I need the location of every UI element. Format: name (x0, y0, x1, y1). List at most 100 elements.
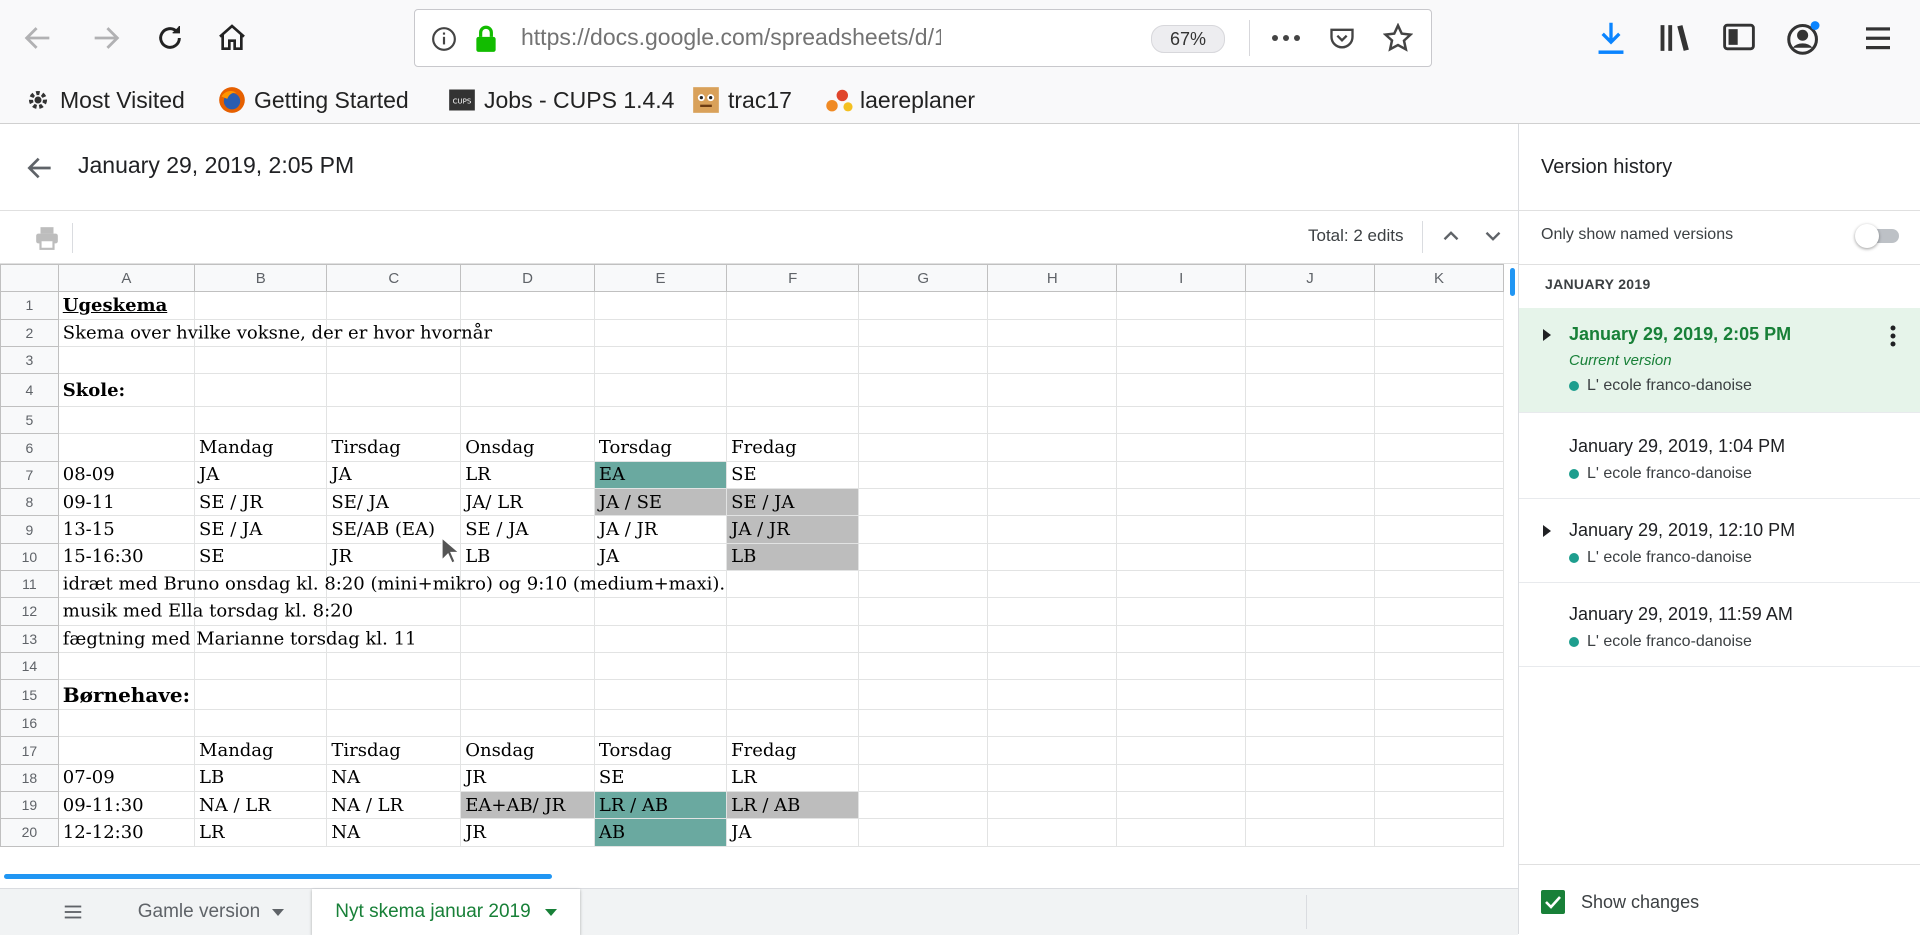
zoom-level-badge[interactable]: 67% (1151, 25, 1225, 53)
cell[interactable] (460, 679, 595, 711)
cell[interactable] (1116, 736, 1247, 765)
cell[interactable] (1116, 651, 1247, 681)
cell-a11[interactable]: idræt med Bruno onsdag kl. 8:20 (mini+mi… (57, 569, 725, 599)
cell[interactable] (1245, 763, 1375, 793)
cell[interactable] (460, 406, 595, 435)
cell[interactable] (326, 291, 462, 320)
cell[interactable] (987, 679, 1118, 711)
cell[interactable] (326, 373, 462, 408)
cell[interactable] (1245, 460, 1375, 490)
cell[interactable] (858, 542, 989, 571)
cell[interactable] (594, 569, 728, 599)
pocket-icon[interactable] (1327, 24, 1357, 57)
column-header[interactable]: J (1245, 264, 1375, 293)
cell[interactable]: JA (593, 542, 728, 571)
cell-a2[interactable]: Skema over hvilke voksne, der er hvor hv… (57, 318, 492, 347)
column-header[interactable]: K (1373, 264, 1504, 293)
cell[interactable] (593, 345, 728, 375)
previous-edit-icon[interactable] (1438, 223, 1464, 254)
cell[interactable]: NA / LR (194, 791, 328, 820)
version-item-current[interactable]: January 29, 2019, 2:05 PM Current versio… (1519, 308, 1920, 413)
cell[interactable] (194, 406, 328, 435)
row-header[interactable]: 20 (0, 818, 59, 847)
cell[interactable] (1116, 569, 1247, 599)
cell[interactable] (1245, 791, 1375, 820)
cell[interactable] (326, 709, 462, 738)
cell[interactable] (726, 597, 860, 626)
cell[interactable] (726, 624, 860, 653)
horizontal-scrollbar[interactable] (4, 874, 552, 879)
cell-changed[interactable]: LR / AB (593, 791, 728, 820)
cell[interactable]: Torsdag (593, 433, 728, 462)
cell[interactable] (593, 651, 728, 681)
column-header[interactable]: A (57, 264, 196, 293)
cell[interactable] (57, 651, 196, 681)
cell[interactable] (194, 291, 328, 320)
cell[interactable] (1116, 542, 1247, 571)
cell[interactable]: SE / JR (194, 488, 328, 517)
cell[interactable]: Fredag (726, 736, 860, 765)
row-header[interactable]: 8 (0, 488, 59, 517)
cell[interactable] (1245, 736, 1375, 765)
cell[interactable]: Tirsdag (326, 433, 462, 462)
column-header[interactable]: E (593, 264, 728, 293)
cell[interactable] (1116, 318, 1247, 347)
bookmark-getting-started[interactable]: Getting Started (218, 83, 409, 117)
cell[interactable]: JR (326, 542, 462, 571)
cell[interactable] (987, 791, 1118, 820)
cell[interactable]: JA (726, 818, 860, 847)
cell[interactable] (1245, 624, 1375, 653)
cell-a1[interactable]: Ugeskema (57, 291, 196, 320)
bookmark-cups-jobs[interactable]: CUPS Jobs - CUPS 1.4.4 (448, 83, 674, 117)
cell[interactable] (194, 345, 328, 375)
cell[interactable] (858, 818, 989, 847)
row-header[interactable]: 10 (0, 542, 59, 571)
cell[interactable] (1373, 818, 1504, 847)
row-header[interactable]: 11 (0, 569, 59, 599)
row-header[interactable]: 5 (0, 406, 59, 435)
cell[interactable]: LB (194, 763, 328, 793)
cell[interactable] (593, 597, 728, 626)
cell[interactable] (593, 373, 728, 408)
cell-shaded[interactable]: SE / JA (726, 488, 860, 517)
cell[interactable]: 15-16:30 (57, 542, 196, 571)
cell-a12[interactable]: musik med Ella torsdag kl. 8:20 (57, 597, 353, 626)
cell[interactable]: JA/ LR (460, 488, 595, 517)
cell[interactable] (987, 818, 1118, 847)
url-text[interactable]: https://docs.google.com/spreadsheets/d/1… (521, 24, 941, 50)
cell[interactable] (1116, 818, 1247, 847)
cell-shaded[interactable]: EA+AB/ JR (460, 791, 595, 820)
cell[interactable]: 13-15 (57, 515, 196, 544)
cell-changed[interactable]: AB (593, 818, 728, 847)
row-header[interactable]: 12 (0, 597, 59, 626)
cell[interactable] (1245, 433, 1375, 462)
print-icon[interactable] (34, 225, 60, 256)
cell[interactable]: Mandag (194, 736, 328, 765)
cell[interactable]: SE/AB (EA) (326, 515, 462, 544)
cell[interactable]: 08-09 (57, 460, 196, 490)
bookmark-trac17[interactable]: trac17 (692, 83, 792, 117)
cell[interactable] (1373, 597, 1504, 626)
reload-icon[interactable] (150, 18, 190, 58)
cell[interactable] (1245, 373, 1375, 408)
cell[interactable]: JA (326, 460, 462, 490)
column-header[interactable]: C (326, 264, 462, 293)
cell[interactable] (593, 406, 728, 435)
account-icon[interactable] (1786, 20, 1822, 61)
cell[interactable] (1116, 709, 1247, 738)
cell[interactable] (726, 373, 860, 408)
cell[interactable] (57, 406, 196, 435)
cell-a15[interactable]: Børnehave: (57, 679, 196, 711)
cell-changed[interactable]: EA (593, 460, 728, 490)
page-actions-icon[interactable] (1269, 26, 1303, 55)
cell[interactable] (194, 373, 328, 408)
cell[interactable] (987, 433, 1118, 462)
row-header[interactable]: 17 (0, 736, 59, 765)
cell[interactable] (726, 569, 860, 599)
cell[interactable] (987, 373, 1118, 408)
cell[interactable] (1245, 569, 1375, 599)
cell[interactable] (460, 345, 595, 375)
version-item[interactable]: January 29, 2019, 12:10 PM L' ecole fran… (1519, 498, 1920, 583)
cell[interactable] (460, 597, 595, 626)
cell[interactable] (194, 318, 328, 347)
